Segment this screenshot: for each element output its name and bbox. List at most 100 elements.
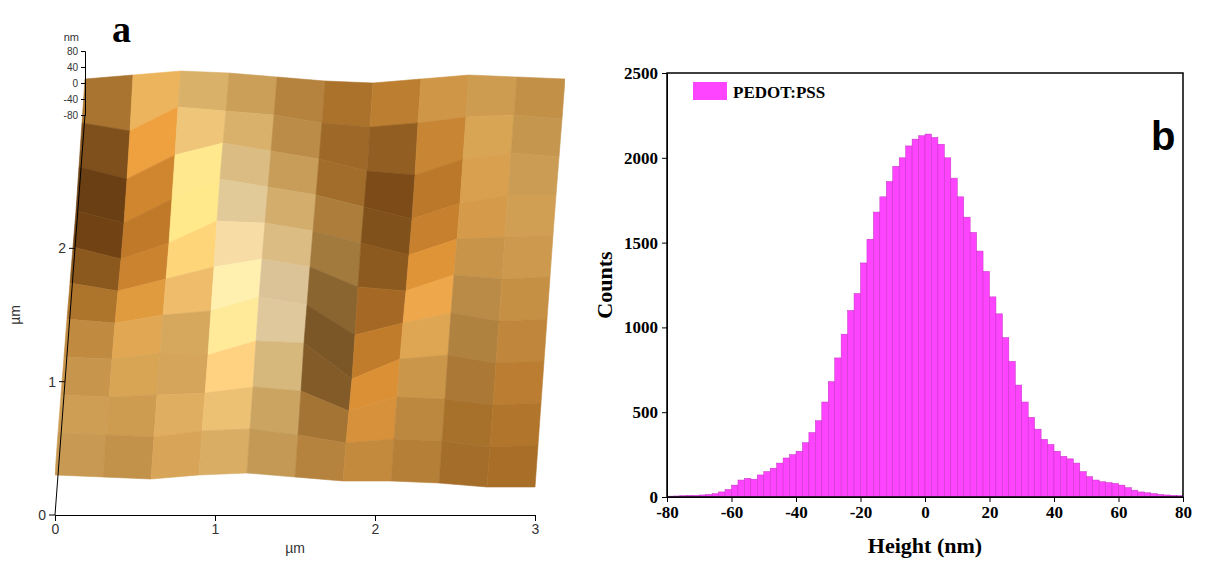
x-axis: 0 1 2 3	[52, 515, 540, 537]
tick-label: 80	[1175, 503, 1192, 522]
surface-cell	[217, 179, 268, 223]
tick-label: 40	[67, 62, 79, 73]
tick-label: 2500	[624, 64, 658, 83]
surface-cell	[439, 441, 490, 487]
tick-label: 1	[212, 521, 220, 537]
surface-cell	[247, 429, 298, 477]
y-axis-title: µm	[7, 305, 23, 325]
bar	[925, 134, 931, 497]
surface-cell	[391, 439, 442, 483]
bar	[1022, 402, 1028, 497]
bar	[886, 182, 892, 497]
bar	[899, 158, 905, 497]
surface-cell	[67, 283, 118, 323]
surface-cell	[463, 115, 514, 159]
bar	[841, 334, 847, 497]
surface-cell	[64, 319, 115, 359]
bar	[822, 402, 828, 497]
surface-cell	[205, 341, 256, 393]
bar	[719, 492, 725, 497]
bar	[867, 239, 873, 497]
axis-line	[81, 52, 86, 116]
tick: 0	[52, 515, 60, 537]
panel-label: b	[1151, 114, 1175, 158]
surface-cell	[508, 153, 559, 195]
tick-label: 0	[921, 503, 930, 522]
bar	[1041, 439, 1047, 497]
surface-cell	[502, 235, 553, 279]
surface-cell	[163, 267, 214, 315]
tick: 40	[67, 62, 85, 73]
surface-cell	[55, 433, 106, 477]
tick: 2000	[624, 149, 667, 168]
legend-label: PEDOT:PSS	[733, 83, 825, 102]
surface-cell	[343, 439, 394, 481]
tick-mark	[81, 115, 85, 116]
bar	[790, 455, 796, 497]
surface-cell	[226, 73, 277, 115]
z-axis-title: nm	[64, 31, 79, 43]
surface-cell	[106, 395, 157, 437]
bar	[983, 271, 989, 497]
tick-mark	[59, 381, 65, 382]
surface-cell	[199, 429, 250, 475]
surface-cell	[253, 341, 304, 391]
surface-cell	[82, 75, 133, 131]
bar	[1035, 429, 1041, 497]
surface-cell	[103, 435, 154, 479]
surface-cell	[58, 395, 109, 435]
tick-label: -80	[656, 503, 679, 522]
surface-cell	[511, 115, 562, 157]
tick-mark	[662, 243, 667, 244]
bar	[1125, 488, 1131, 497]
tick-label: 2000	[624, 149, 658, 168]
surface-cell	[298, 391, 349, 443]
tick-mark	[662, 412, 667, 413]
tick-label: 2	[372, 521, 380, 537]
bar	[861, 263, 867, 497]
tick: -40	[785, 497, 808, 522]
tick: 0	[72, 78, 85, 89]
surface-cell	[394, 397, 445, 441]
bar	[738, 480, 744, 497]
bars	[667, 134, 1183, 497]
bar	[912, 139, 918, 497]
bar	[783, 458, 789, 497]
surface-cell	[112, 315, 163, 359]
tick-label: 40	[1046, 503, 1063, 522]
bar	[796, 451, 802, 497]
tick-mark	[796, 497, 797, 502]
bar	[1112, 483, 1118, 497]
surface-cell	[157, 353, 208, 395]
tick: 2	[372, 515, 380, 537]
bar	[854, 293, 860, 497]
tick-label: 1000	[624, 318, 658, 337]
tick: 3	[532, 515, 540, 537]
surface	[55, 71, 565, 487]
bar	[757, 475, 763, 497]
bar	[1054, 451, 1060, 497]
tick: 500	[633, 403, 668, 422]
surface-cell	[322, 81, 373, 127]
tick-label: 0	[52, 521, 60, 537]
surface-cell	[295, 435, 346, 481]
tick-mark	[662, 327, 667, 328]
bar	[1002, 338, 1008, 497]
bar	[893, 166, 899, 497]
tick-mark	[81, 99, 85, 100]
bar	[919, 136, 925, 497]
bar	[996, 314, 1002, 497]
tick-label: -40	[64, 94, 79, 105]
tick: -80	[656, 497, 679, 522]
surface-cell	[499, 277, 550, 321]
panel-a: 0123012-80-4004080µmµmnma	[7, 8, 565, 556]
bar	[977, 251, 983, 497]
axis-line	[56, 516, 536, 522]
bar	[1093, 480, 1099, 497]
bar	[1060, 456, 1066, 497]
surface-cell	[490, 403, 541, 447]
surface-cell	[358, 243, 409, 291]
bar	[725, 489, 731, 497]
surface-cell	[514, 77, 565, 119]
tick-label: -80	[64, 110, 79, 121]
